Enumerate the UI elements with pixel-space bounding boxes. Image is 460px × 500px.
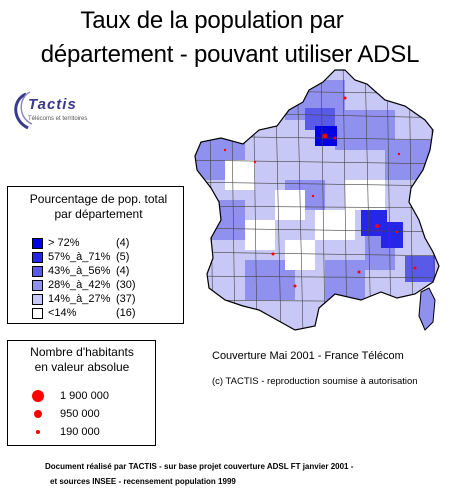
france-department-map (194, 69, 440, 331)
inhabitants-label: 950 000 (60, 408, 100, 420)
inhabitants-legend-title: Nombre d'habitants en valeur absolue (14, 345, 150, 375)
percentage-legend: Pourcentage de pop. total par départemen… (7, 186, 184, 324)
legend-swatch (32, 266, 43, 277)
legend-label: 43%_à_56% (48, 265, 111, 277)
map-title-line-2: département - pouvant utiliser ADSL (40, 41, 420, 68)
legend-count: (4) (116, 265, 130, 277)
legend-swatch (32, 280, 43, 291)
logo-tagline: Télécoms et territoires (28, 116, 88, 122)
legend-label: <14% (48, 307, 77, 319)
population-circle-icon (32, 390, 44, 402)
departments-under-14 (225, 160, 385, 270)
legend-label: > 72% (48, 237, 80, 249)
inhabitants-label: 1 900 000 (60, 390, 109, 402)
tactis-logo: Tactis Télécoms et territoires (8, 88, 88, 134)
map-title-line-1: Taux de la population par (80, 7, 344, 34)
copyright-note: (c) TACTIS - reproduction soumise à auto… (212, 376, 418, 387)
legend-count: (37) (116, 293, 136, 305)
legend-count: (30) (116, 279, 136, 291)
footer-source-line-1: Document réalisé par TACTIS - sur base p… (45, 462, 354, 471)
population-circle-icon (36, 430, 40, 434)
inhabitants-legend: Nombre d'habitants en valeur absolue 1 9… (7, 340, 156, 446)
legend-count: (5) (116, 251, 130, 263)
legend-count: (16) (116, 307, 136, 319)
departments-57-71 (361, 210, 403, 248)
logo-swoosh-icon (14, 91, 33, 130)
legend-label: 57%_à_71% (48, 251, 111, 263)
logo-name: Tactis (28, 96, 77, 113)
population-markers (223, 96, 417, 288)
inhabitants-label: 190 000 (60, 426, 100, 438)
legend-swatch (32, 294, 43, 305)
percentage-legend-title: Pourcentage de pop. total par départemen… (16, 192, 181, 222)
legend-label: 28%_à_42% (48, 279, 111, 291)
legend-swatch (32, 238, 43, 249)
legend-swatch (32, 252, 43, 263)
legend-label: 14%_à_27% (48, 293, 111, 305)
percentage-legend-title-line-1: Pourcentage de pop. total (29, 192, 168, 206)
footer-source-line-2: et sources INSEE - recensement populatio… (50, 477, 236, 486)
inhabitants-legend-title-line-1: Nombre d'habitants (30, 345, 134, 359)
corsica-shape (418, 287, 436, 331)
legend-count: (4) (116, 237, 130, 249)
legend-swatch (32, 308, 43, 319)
percentage-legend-title-line-2: par département (54, 207, 143, 221)
inhabitants-legend-title-line-2: en valeur absolue (34, 360, 130, 374)
coverage-note: Couverture Mai 2001 - France Télécom (212, 350, 404, 362)
population-circle-icon (34, 410, 42, 418)
